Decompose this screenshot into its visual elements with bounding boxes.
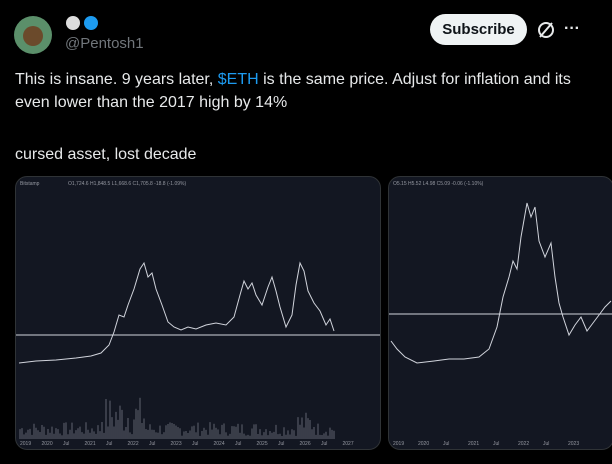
cashtag[interactable]: $ETH: [217, 71, 259, 88]
x-label: Jul: [543, 441, 549, 447]
post-text: cursed asset, lost decade: [15, 146, 197, 163]
x-label: 2019: [393, 441, 404, 447]
x-label: 2020: [418, 441, 429, 447]
x-label: 2022: [518, 441, 529, 447]
chart: O5.15 H5.52 L4.98 C5.09 -0.06 (-1.10%) 2…: [389, 181, 612, 447]
price-line: [18, 261, 335, 364]
x-label: Jul: [106, 441, 112, 447]
x-label: 2026: [300, 441, 311, 447]
x-label: Jul: [192, 441, 198, 447]
ohlc: O1,724.6 H1,848.5 L1,668.6 C1,705.8 -18.…: [68, 181, 186, 187]
x-label: 2025: [257, 441, 268, 447]
x-label: Jul: [278, 441, 284, 447]
x-label: Jul: [493, 441, 499, 447]
chart: Bitstamp O1,724.6 H1,848.5 L1,668.6 C1,7…: [16, 181, 380, 447]
price-line: [390, 202, 612, 364]
ohlc: O5.15 H5.52 L4.98 C5.09 -0.06 (-1.10%): [393, 181, 484, 187]
handle[interactable]: @Pentosh1: [65, 35, 144, 52]
exchange: Bitstamp: [20, 181, 40, 187]
x-label: Jul: [321, 441, 327, 447]
x-label: 2021: [85, 441, 96, 447]
emoji: [66, 16, 80, 30]
x-label: Jul: [63, 441, 69, 447]
subscribe-button[interactable]: Subscribe: [430, 14, 527, 45]
x-label: Jul: [443, 441, 449, 447]
x-label: 2021: [468, 441, 479, 447]
grok-icon[interactable]: [536, 20, 556, 40]
x-label: Jul: [235, 441, 241, 447]
x-label: 2024: [214, 441, 225, 447]
avatar-face: [23, 26, 43, 46]
x-label: 2020: [42, 441, 53, 447]
x-label: 2022: [128, 441, 139, 447]
text: is the same price. Adjust for inflation …: [15, 71, 571, 111]
x-label: 2027: [343, 441, 354, 447]
text: This is insane. 9 years later,: [15, 71, 218, 88]
avatar[interactable]: [14, 16, 52, 54]
verified-badge: [84, 16, 98, 30]
more-button[interactable]: ···: [564, 20, 580, 37]
x-label: 2023: [568, 441, 579, 447]
chart-image[interactable]: O5.15 H5.52 L4.98 C5.09 -0.06 (-1.10%) 2…: [388, 176, 612, 450]
x-label: Jul: [149, 441, 155, 447]
x-label: 2019: [20, 441, 31, 447]
chart-image[interactable]: Bitstamp O1,724.6 H1,848.5 L1,668.6 C1,7…: [15, 176, 381, 450]
post-text: This is insane. 9 years later, $ETH is t…: [15, 68, 600, 114]
x-label: 2023: [171, 441, 182, 447]
volume: [19, 397, 335, 439]
